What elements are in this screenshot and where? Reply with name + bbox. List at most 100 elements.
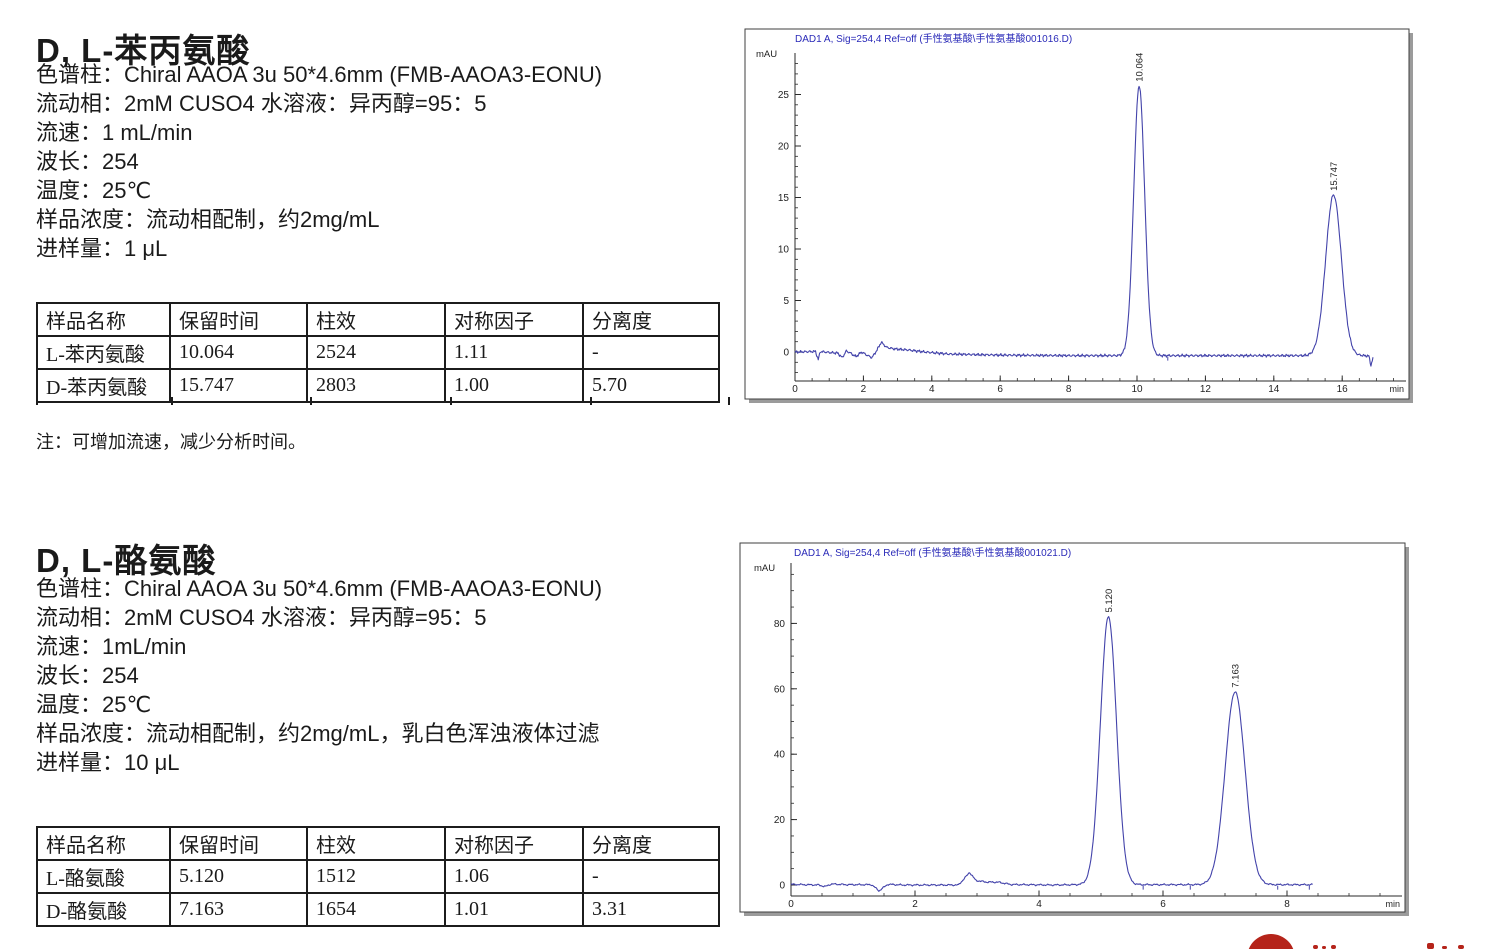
table-header-cell: 对称因子 (444, 302, 584, 337)
chart-frame (744, 28, 1410, 400)
table-cell: 1654 (306, 892, 446, 927)
table-header-cell: 柱效 (306, 302, 446, 337)
table-grid-stub (310, 397, 312, 405)
x-tick-label: 4 (929, 384, 935, 395)
y-tick-label: 10 (778, 245, 790, 256)
param-line: 波长：254 (36, 663, 139, 688)
chromatogram-phenylalanine: DAD1 A, Sig=254,4 Ref=off (手性氨基酸\手性氨基酸00… (744, 28, 1413, 403)
table-cell: 1.06 (444, 859, 584, 894)
y-axis-unit-label: mAU (756, 49, 777, 60)
table-cell: 1.00 (444, 368, 584, 403)
table-cell: 3.31 (582, 892, 720, 927)
table-cell: D-酪氨酸 (36, 892, 171, 927)
table-header-cell: 对称因子 (444, 826, 584, 861)
y-tick-label: 15 (778, 193, 790, 204)
param-line: 样品浓度：流动相配制，约2mg/mL，乳白色浑浊液体过滤 (36, 721, 600, 746)
param-line: 温度：25℃ (36, 692, 152, 717)
y-tick-label: 60 (774, 684, 786, 695)
y-tick-label: 40 (774, 750, 786, 761)
x-tick-label: 6 (1160, 899, 1166, 910)
table-cell: - (582, 335, 720, 370)
analysis-conditions-tyrosine: 色谱柱：Chiral AAOA 3u 50*4.6mm (FMB-AAOA3-E… (36, 574, 602, 777)
chart-frame (739, 542, 1406, 913)
table-header-cell: 保留时间 (169, 826, 308, 861)
chromatogram-tyrosine: DAD1 A, Sig=254,4 Ref=off (手性氨基酸\手性氨基酸00… (739, 542, 1409, 916)
x-tick-label: 10 (1131, 384, 1143, 395)
section-title-tyrosine: D, L-酪氨酸 (36, 542, 217, 579)
peak-retention-label: 15.747 (1329, 162, 1340, 191)
table-grid-stub (36, 397, 38, 405)
table-grid-stub (728, 397, 730, 405)
x-tick-label: 2 (861, 384, 867, 395)
logo-text-fragment (1322, 946, 1326, 949)
table-grid-stub (590, 397, 592, 405)
y-tick-label: 20 (778, 142, 790, 153)
logo-text-fragment (1458, 945, 1464, 949)
section-title-phenylalanine: D, L-苯丙氨酸 (36, 32, 251, 69)
note-text: 注：可增加流速，减少分析时间。 (36, 432, 306, 452)
chromatogram-trace (794, 85, 1374, 367)
table-header-row: 样品名称 保留时间 柱效 对称因子 分离度 (36, 826, 720, 861)
peak-retention-label: 10.064 (1135, 53, 1146, 82)
table-cell: 1.11 (444, 335, 584, 370)
table-cell: L-苯丙氨酸 (36, 335, 171, 370)
y-tick-label: 80 (774, 619, 786, 630)
table-header-cell: 柱效 (306, 826, 446, 861)
y-tick-label: 25 (778, 90, 790, 101)
results-table-phenylalanine: 样品名称 保留时间 柱效 对称因子 分离度 L-苯丙氨酸 10.064 2524 1.11- D-… (36, 302, 720, 403)
table-grid-stub (171, 397, 173, 405)
chromatogram-trace (790, 616, 1313, 892)
table-cell: - (582, 859, 720, 894)
peak-retention-label: 7.163 (1231, 664, 1242, 688)
x-tick-label: 2 (912, 899, 918, 910)
frame-shadow (749, 399, 1413, 403)
table-row: L-苯丙氨酸 10.064 2524 1.11- (36, 335, 720, 370)
param-line: 色谱柱：Chiral AAOA 3u 50*4.6mm (FMB-AAOA3-E… (36, 576, 603, 601)
table-cell: 10.064 (169, 335, 308, 370)
y-axis-unit-label: mAU (754, 563, 775, 574)
frame-shadow (744, 912, 1409, 916)
frame-shadow (1405, 547, 1409, 916)
x-tick-label: 8 (1066, 384, 1072, 395)
table-cell: 1.01 (444, 892, 584, 927)
param-line: 流速：1mL/min (36, 634, 187, 659)
table-cell: 2803 (306, 368, 446, 403)
param-line: 进样量：10 μL (36, 750, 180, 775)
x-tick-label: 0 (788, 899, 794, 910)
x-tick-label: 0 (792, 384, 798, 395)
table-header-cell: 分离度 (582, 826, 720, 861)
param-line: 进样量：1 μL (36, 236, 168, 261)
x-tick-label: 16 (1337, 384, 1349, 395)
x-axis-unit-label: min (1389, 384, 1404, 394)
table-row: D-酪氨酸 7.163 1654 1.01 3.31 (36, 892, 720, 927)
table-cell: 5.120 (169, 859, 308, 894)
chart-title: DAD1 A, Sig=254,4 Ref=off (手性氨基酸\手性氨基酸00… (794, 546, 1071, 559)
param-line: 流动相：2mM CUSO4 水溶液：异丙醇=95：5 (36, 605, 487, 630)
table-header-cell: 样品名称 (36, 826, 171, 861)
param-line: 流动相：2mM CUSO4 水溶液：异丙醇=95：5 (36, 91, 487, 116)
results-table-tyrosine: 样品名称 保留时间 柱效 对称因子 分离度 L-酪氨酸 5.120 1512 1.06- D-酪氨… (36, 826, 720, 927)
param-line: 温度：25℃ (36, 178, 152, 203)
chart-title: DAD1 A, Sig=254,4 Ref=off (手性氨基酸\手性氨基酸00… (795, 32, 1072, 45)
y-tick-label: 0 (783, 348, 789, 359)
x-tick-label: 14 (1268, 384, 1280, 395)
analysis-conditions-phenylalanine: 色谱柱：Chiral AAOA 3u 50*4.6mm (FMB-AAOA3-E… (36, 60, 602, 263)
param-line: 样品浓度：流动相配制，约2mg/mL (36, 207, 380, 232)
x-tick-label: 8 (1284, 899, 1290, 910)
table-cell: 5.70 (582, 368, 720, 403)
x-tick-label: 4 (1036, 899, 1042, 910)
table-cell: D-苯丙氨酸 (36, 368, 171, 403)
x-tick-label: 6 (997, 384, 1003, 395)
table-cell: 15.747 (169, 368, 308, 403)
table-cell: 2524 (306, 335, 446, 370)
logo-text-fragment (1313, 945, 1318, 949)
company-logo-icon (1247, 934, 1295, 949)
y-tick-label: 5 (783, 296, 789, 307)
table-cell: 7.163 (169, 892, 308, 927)
x-tick-label: 12 (1200, 384, 1212, 395)
table-header-cell: 分离度 (582, 302, 720, 337)
param-line: 色谱柱：Chiral AAOA 3u 50*4.6mm (FMB-AAOA3-E… (36, 62, 603, 87)
param-line: 波长：254 (36, 149, 139, 174)
logo-text-fragment (1331, 945, 1336, 949)
